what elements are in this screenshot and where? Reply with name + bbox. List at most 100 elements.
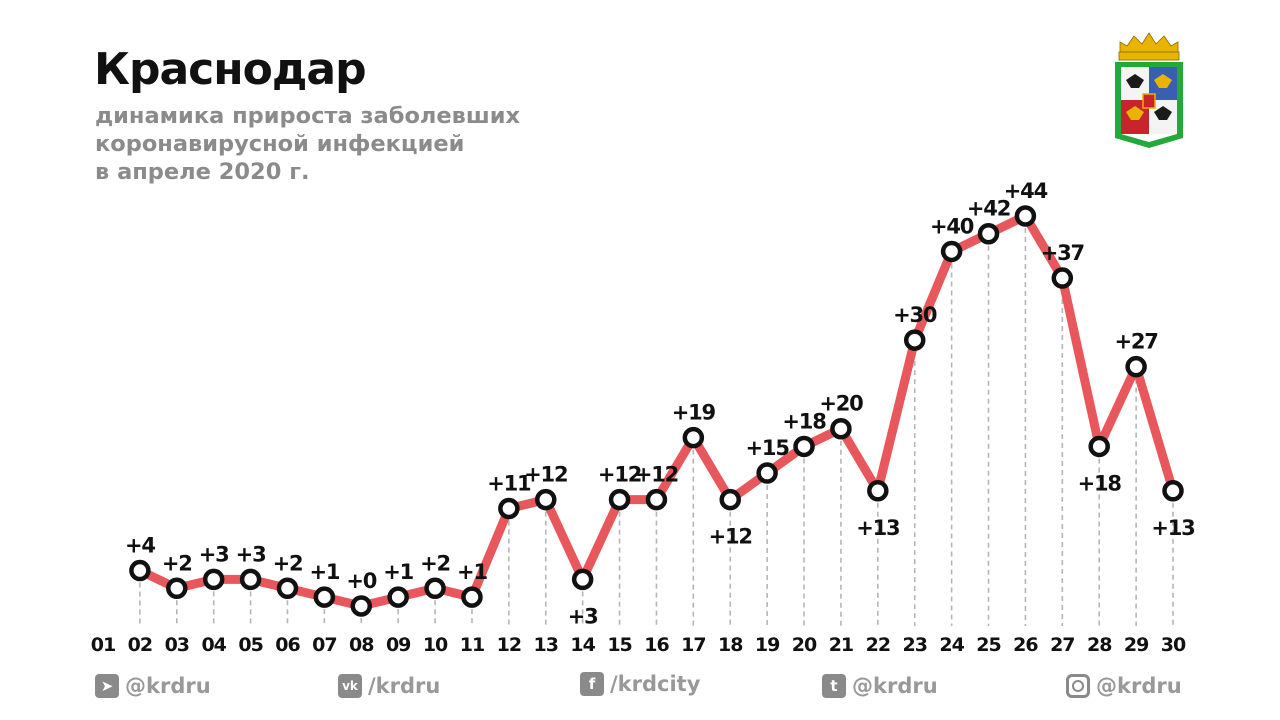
x-tick-label: 09 bbox=[386, 634, 410, 656]
data-point[interactable] bbox=[313, 586, 336, 608]
data-point[interactable] bbox=[830, 417, 852, 440]
data-point[interactable] bbox=[202, 568, 225, 591]
x-tick-label: 03 bbox=[165, 634, 189, 656]
social-instagram[interactable]: @krdru bbox=[1066, 672, 1182, 700]
x-tick-label: 02 bbox=[128, 634, 152, 656]
drop-lines bbox=[139, 228, 1174, 626]
social-vk[interactable]: vk /krdru bbox=[338, 672, 440, 700]
data-label: +2 bbox=[420, 551, 450, 575]
data-point[interactable] bbox=[977, 222, 1000, 245]
data-point[interactable] bbox=[387, 586, 409, 608]
data-point[interactable] bbox=[1014, 205, 1037, 227]
series bbox=[129, 205, 1184, 617]
x-tick-label: 14 bbox=[570, 634, 595, 656]
series-line bbox=[135, 211, 1178, 611]
data-point[interactable] bbox=[1088, 435, 1110, 458]
social-handle: @krdru bbox=[1096, 674, 1182, 698]
data-point[interactable] bbox=[867, 480, 889, 502]
data-label: +30 bbox=[893, 303, 937, 327]
data-label: +12 bbox=[598, 463, 641, 487]
data-point[interactable] bbox=[756, 462, 778, 484]
social-twitter[interactable]: t @krdru bbox=[822, 672, 938, 700]
data-label: +1 bbox=[309, 560, 339, 584]
x-tick-label: 28 bbox=[1087, 634, 1112, 656]
x-tick-label: 24 bbox=[939, 634, 964, 656]
subtitle-line: динамика прироста заболевших bbox=[95, 103, 521, 129]
x-tick-label: 08 bbox=[349, 634, 374, 656]
x-tick-label: 23 bbox=[902, 634, 926, 656]
x-tick-label: 12 bbox=[497, 634, 521, 656]
data-point[interactable] bbox=[682, 426, 705, 449]
data-point[interactable] bbox=[166, 577, 188, 600]
data-label: +13 bbox=[1151, 516, 1194, 540]
data-point[interactable] bbox=[1125, 355, 1147, 378]
social-handle: /krdcity bbox=[610, 672, 701, 696]
x-tick-label: 18 bbox=[718, 634, 743, 656]
data-point[interactable] bbox=[276, 577, 299, 600]
x-tick-label: 25 bbox=[976, 634, 1000, 656]
data-label: +1 bbox=[383, 560, 413, 584]
data-label: +20 bbox=[819, 392, 863, 416]
data-point[interactable] bbox=[645, 488, 668, 511]
data-label: +37 bbox=[1041, 241, 1084, 265]
x-tick-label: 04 bbox=[201, 634, 226, 656]
data-label: +18 bbox=[782, 409, 826, 433]
data-label: +40 bbox=[930, 214, 974, 238]
x-tick-label: 17 bbox=[681, 634, 705, 656]
x-tick-label: 06 bbox=[275, 634, 300, 656]
social-handle: @krdru bbox=[125, 674, 211, 698]
data-label: +2 bbox=[162, 551, 192, 575]
data-point[interactable] bbox=[129, 559, 151, 582]
data-point[interactable] bbox=[793, 435, 815, 458]
data-label: +27 bbox=[1114, 330, 1157, 354]
data-label: +18 bbox=[1078, 471, 1122, 495]
data-point[interactable] bbox=[1051, 267, 1074, 289]
krasnodar-coat-of-arms-icon bbox=[1115, 32, 1183, 148]
vk-icon: vk bbox=[338, 674, 362, 698]
data-point[interactable] bbox=[424, 577, 446, 600]
data-label: +12 bbox=[709, 525, 752, 549]
social-facebook[interactable]: f /krdcity bbox=[580, 670, 700, 698]
data-label: +11 bbox=[487, 472, 531, 496]
page-subtitle: динамика прироста заболевших коронавирус… bbox=[95, 102, 615, 186]
data-point[interactable] bbox=[498, 497, 520, 520]
x-tick-label: 13 bbox=[534, 634, 558, 656]
x-tick-label: 07 bbox=[312, 634, 336, 656]
social-telegram[interactable]: ➤ @krdru bbox=[95, 672, 211, 700]
subtitle-line: в апреле 2020 г. bbox=[95, 159, 310, 185]
data-label: +3 bbox=[236, 542, 266, 566]
data-label: +0 bbox=[346, 569, 376, 593]
x-tick-label: 11 bbox=[460, 634, 484, 656]
data-label: +15 bbox=[746, 436, 790, 460]
data-point[interactable] bbox=[461, 586, 483, 608]
x-tick-label: 27 bbox=[1050, 634, 1074, 656]
data-label: +1 bbox=[457, 560, 487, 584]
facebook-icon: f bbox=[580, 672, 604, 696]
data-label: +19 bbox=[672, 401, 716, 425]
x-tick-label: 19 bbox=[755, 634, 779, 656]
page-title: Краснодар bbox=[94, 44, 367, 95]
x-tick-label: 15 bbox=[607, 634, 631, 656]
x-tick-label: 29 bbox=[1124, 634, 1148, 656]
data-point[interactable] bbox=[940, 240, 963, 263]
data-point[interactable] bbox=[571, 568, 594, 591]
data-point[interactable] bbox=[608, 488, 631, 511]
data-label: +12 bbox=[524, 463, 567, 487]
data-label: +42 bbox=[967, 197, 1010, 221]
telegram-icon: ➤ bbox=[95, 674, 119, 698]
data-labels: +4+2 +3 +3 +2 +1 +0 +1 +2 +1+11+12+3+12+12+19+12… bbox=[125, 179, 1196, 628]
data-point[interactable] bbox=[535, 488, 557, 511]
data-label: +3 bbox=[568, 604, 598, 628]
data-point[interactable] bbox=[350, 595, 373, 617]
x-tick-label: 22 bbox=[866, 634, 890, 656]
data-point[interactable] bbox=[239, 568, 262, 591]
data-label: +13 bbox=[856, 516, 899, 540]
x-tick-label: 05 bbox=[238, 634, 262, 656]
data-label: +4 bbox=[125, 534, 155, 558]
x-tick-label: 20 bbox=[792, 634, 817, 656]
x-axis: 01 02 03 04 05 06 07 08 09 10 11 12 13 14 15 16 17 18 19 20… bbox=[91, 634, 1187, 656]
subtitle-line: коронавирусной инфекцией bbox=[95, 131, 465, 157]
data-point[interactable] bbox=[903, 329, 926, 351]
data-point[interactable] bbox=[719, 488, 741, 511]
data-point[interactable] bbox=[1162, 480, 1184, 502]
